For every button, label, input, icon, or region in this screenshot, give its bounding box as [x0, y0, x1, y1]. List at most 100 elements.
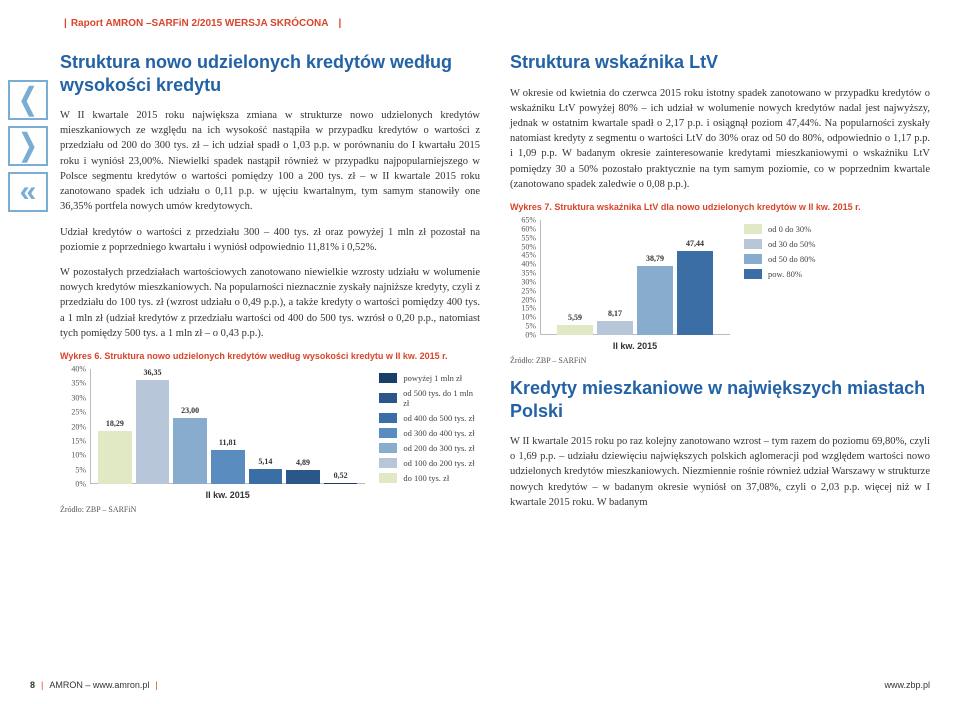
chart-bar-value: 18,29 [106, 419, 124, 428]
legend-row: od 400 do 500 tys. zł [379, 413, 480, 423]
chart-ytick: 0% [510, 331, 536, 340]
chart-ytick: 35% [510, 269, 536, 278]
chart-bar-value: 5,14 [258, 457, 272, 466]
section-heading-miasta: Kredyty mieszkaniowe w największych mias… [510, 377, 930, 422]
header-title: Raport AMRON –SARFiN 2/2015 WERSJA SKRÓC… [71, 18, 329, 29]
chart-ytick: 40% [510, 260, 536, 269]
chart-bar: 18,29 [98, 431, 132, 484]
paragraph: W II kwartale 2015 roku największa zmian… [60, 108, 480, 215]
chart-bar: 8,17 [597, 321, 633, 335]
chart-ytick: 20% [60, 422, 86, 431]
legend-swatch [744, 239, 762, 249]
right-column: Struktura wskaźnika LtV W okresie od kwi… [510, 51, 930, 520]
quote-double-icon: « [8, 172, 48, 212]
chart7-source: Źródło: ZBP – SARFiN [510, 356, 586, 365]
chart6-caption: Wykres 6. Struktura nowo udzielonych kre… [60, 351, 480, 361]
legend-row: od 0 do 30% [744, 224, 815, 234]
chart6-wrap: 18,2936,3523,0011,815,144,890,52 II kw. … [60, 367, 480, 512]
footer-right: www.zbp.pl [884, 680, 930, 690]
chart7-caption: Wykres 7. Struktura wskaźnika LtV dla no… [510, 202, 930, 212]
legend-row: od 50 do 80% [744, 254, 815, 264]
chart-bar-value: 47,44 [686, 239, 704, 248]
chart-bar: 38,79 [637, 266, 673, 335]
chart-ytick: 10% [60, 451, 86, 460]
chart-bar: 0,52 [324, 483, 358, 484]
chart-bar: 47,44 [677, 251, 713, 335]
chart-ytick: 25% [60, 408, 86, 417]
legend-swatch [744, 254, 762, 264]
legend-label: od 500 tys. do 1 mln zł [403, 388, 480, 408]
chart6-xlabel: II kw. 2015 [90, 490, 365, 500]
paragraph: Udział kredytów o wartości z przedziału … [60, 225, 480, 255]
chart-ytick: 10% [510, 313, 536, 322]
legend-label: od 400 do 500 tys. zł [403, 413, 474, 423]
chart-ytick: 30% [60, 393, 86, 402]
legend-row: do 100 tys. zł [379, 473, 480, 483]
section-heading-ltv: Struktura wskaźnika LtV [510, 51, 930, 74]
legend-label: od 100 do 200 tys. zł [403, 458, 474, 468]
header-pipe-icon: | [64, 18, 67, 29]
legend-label: pow. 80% [768, 269, 802, 279]
chart-ytick: 15% [60, 436, 86, 445]
legend-swatch [744, 269, 762, 279]
legend-swatch [379, 443, 397, 453]
chart-ytick: 30% [510, 277, 536, 286]
chart-ytick: 5% [510, 322, 536, 331]
main-columns: Struktura nowo udzielonych kredytów wedł… [60, 51, 930, 520]
legend-label: od 30 do 50% [768, 239, 815, 249]
chart-ytick: 40% [60, 365, 86, 374]
chart-ytick: 0% [60, 480, 86, 489]
legend-label: powyżej 1 mln zł [403, 373, 462, 383]
quote-close-icon: ❭ [8, 126, 48, 166]
chart-bar-value: 5,59 [568, 313, 582, 322]
paragraph: W pozostałych przedziałach wartościowych… [60, 265, 480, 341]
chart-bar-value: 36,35 [143, 368, 161, 377]
chart-ytick: 60% [510, 224, 536, 233]
page-footer: 8 | AMRON – www.amron.pl | www.zbp.pl [30, 680, 930, 690]
chart6-source: Źródło: ZBP – SARFiN [60, 505, 136, 514]
footer-left: 8 | AMRON – www.amron.pl | [30, 680, 158, 690]
legend-label: od 300 do 400 tys. zł [403, 428, 474, 438]
legend-row: od 500 tys. do 1 mln zł [379, 388, 480, 408]
chart-bar: 11,81 [211, 450, 245, 484]
legend-row: od 100 do 200 tys. zł [379, 458, 480, 468]
chart7-legend: od 0 do 30% od 30 do 50% od 50 do 80% pow. … [744, 218, 815, 279]
footer-pipe-icon: | [155, 680, 157, 690]
paragraph: W II kwartale 2015 roku po raz kolejny z… [510, 434, 930, 510]
legend-row: pow. 80% [744, 269, 815, 279]
legend-label: od 50 do 80% [768, 254, 815, 264]
section-heading-struktura-kredytu: Struktura nowo udzielonych kredytów wedł… [60, 51, 480, 96]
legend-label: od 0 do 30% [768, 224, 811, 234]
legend-label: od 200 do 300 tys. zł [403, 443, 474, 453]
chart-bar: 5,14 [249, 469, 283, 484]
report-header: | Raport AMRON –SARFiN 2/2015 WERSJA SKR… [60, 0, 930, 51]
chart-bar-value: 8,17 [608, 309, 622, 318]
chart-bar: 23,00 [173, 418, 207, 484]
chart-bar-value: 4,89 [296, 458, 310, 467]
legend-swatch [379, 393, 397, 403]
chart6-bars: 18,2936,3523,0011,815,144,890,52 [90, 369, 365, 484]
header-pipe-icon: | [338, 18, 341, 29]
legend-row: od 300 do 400 tys. zł [379, 428, 480, 438]
chart-ytick: 20% [510, 295, 536, 304]
chart-bar: 36,35 [136, 380, 170, 485]
chart-ytick: 55% [510, 233, 536, 242]
legend-swatch [379, 473, 397, 483]
chart-ytick: 65% [510, 216, 536, 225]
legend-row: od 200 do 300 tys. zł [379, 443, 480, 453]
chart-ytick: 5% [60, 465, 86, 474]
chart7-wrap: 5,598,1738,7947,44 II kw. 2015 Źródło: Z… [510, 218, 930, 363]
chart-bar: 4,89 [286, 470, 320, 484]
quote-open-icon: ❬ [8, 80, 48, 120]
chart7: 5,598,1738,7947,44 II kw. 2015 Źródło: Z… [510, 218, 730, 363]
chart-bar-value: 38,79 [646, 254, 664, 263]
chart-bar-value: 11,81 [219, 438, 237, 447]
legend-row: powyżej 1 mln zł [379, 373, 480, 383]
chart7-xlabel: II kw. 2015 [540, 341, 730, 351]
page-number: 8 [30, 680, 35, 690]
chart7-bars: 5,598,1738,7947,44 [540, 220, 730, 335]
left-column: Struktura nowo udzielonych kredytów wedł… [60, 51, 480, 520]
chart-ytick: 50% [510, 242, 536, 251]
paragraph: W okresie od kwietnia do czerwca 2015 ro… [510, 86, 930, 193]
legend-row: od 30 do 50% [744, 239, 815, 249]
